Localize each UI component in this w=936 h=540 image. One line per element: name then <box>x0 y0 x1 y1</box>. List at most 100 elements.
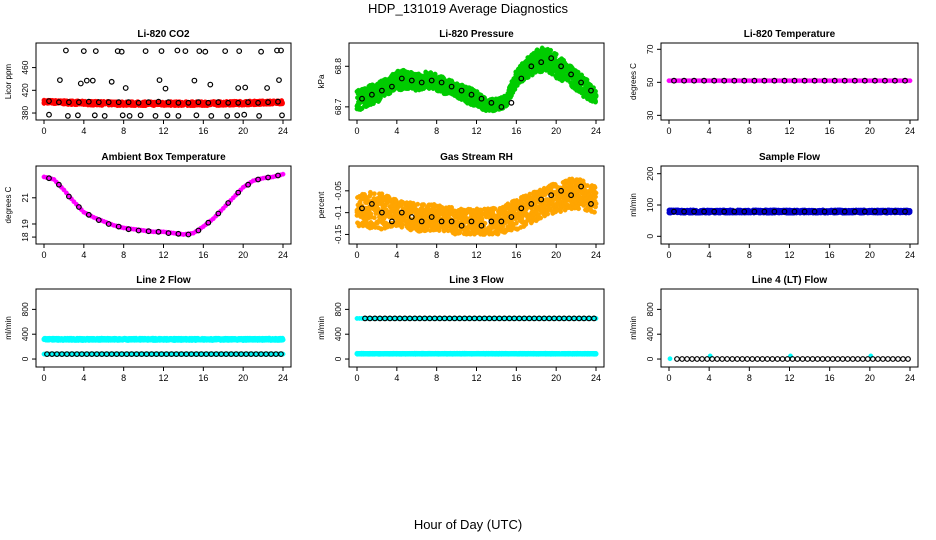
y-axis-label: Licor ppm <box>4 64 13 99</box>
data-point <box>264 85 271 91</box>
panel-title: Sample Flow <box>759 152 820 163</box>
data-point <box>193 112 200 119</box>
y-tick-label: 200 <box>645 166 655 180</box>
data-point <box>256 112 263 119</box>
x-tick-label: 4 <box>81 250 86 260</box>
x-tick-label: 16 <box>511 126 521 136</box>
y-axis-label: ml/min <box>629 193 638 217</box>
y-tick-label: 50 <box>645 77 655 87</box>
y-tick-label: 30 <box>645 110 655 120</box>
data-point <box>508 99 515 106</box>
data-point <box>399 222 405 228</box>
plot-frame <box>660 165 919 245</box>
data-point <box>89 77 96 84</box>
y-axis-label: percent <box>317 191 326 218</box>
y-tick-label: 19 <box>20 219 30 229</box>
panel-title: Li-820 CO2 <box>137 29 190 40</box>
data-point <box>202 48 209 55</box>
series-mid-spread <box>57 77 282 92</box>
data-point <box>436 228 442 233</box>
x-tick-label: 4 <box>707 126 712 136</box>
data-point <box>164 112 171 119</box>
y-tick-label: 68.8 <box>333 58 343 75</box>
y-tick-label: 380 <box>20 106 30 120</box>
data-point <box>234 112 241 119</box>
series-rh <box>354 176 599 237</box>
x-tick-label: 12 <box>471 250 481 260</box>
data-point <box>156 77 163 83</box>
x-tick-label: 16 <box>825 250 835 260</box>
data-point <box>222 48 229 54</box>
x-tick-label: 12 <box>158 126 168 136</box>
x-tick-label: 0 <box>666 250 671 260</box>
data-point <box>64 112 71 119</box>
data-point <box>593 190 599 196</box>
data-point <box>208 112 215 119</box>
data-point <box>593 88 598 94</box>
y-tick-label: 18 <box>20 232 30 242</box>
data-point <box>593 93 599 99</box>
x-tick-label: 20 <box>238 250 248 260</box>
data-point <box>235 85 242 91</box>
x-tick-label: 4 <box>394 250 399 260</box>
panel-title: Li-820 Pressure <box>439 29 514 40</box>
x-tick-label: 4 <box>81 126 86 136</box>
x-tick-label: 24 <box>591 126 601 136</box>
x-tick-label: 24 <box>278 250 288 260</box>
x-tick-label: 8 <box>434 250 439 260</box>
data-point <box>593 201 599 207</box>
y-tick-label: -0.1 <box>333 205 343 220</box>
data-point <box>241 111 248 118</box>
y-tick-label: 460 <box>20 60 30 74</box>
y-tick-label: 70 <box>645 44 655 54</box>
data-point <box>158 48 165 54</box>
x-tick-label: 0 <box>41 250 46 260</box>
data-point <box>126 112 133 119</box>
data-point <box>280 171 286 177</box>
series-hourly-mean <box>46 172 281 238</box>
series-upper-spread <box>63 47 284 55</box>
y-tick-label: 0 <box>645 234 655 239</box>
data-point <box>415 201 421 207</box>
data-point <box>91 112 98 119</box>
data-point <box>142 48 149 54</box>
data-point <box>592 209 597 215</box>
x-tick-label: 4 <box>394 126 399 136</box>
data-point <box>83 77 90 84</box>
data-point <box>553 51 559 57</box>
y-tick-label: -0.15 <box>333 224 343 244</box>
x-tick-label: 16 <box>825 126 835 136</box>
data-point <box>182 48 189 54</box>
x-tick-label: 12 <box>158 250 168 260</box>
data-point <box>576 206 581 212</box>
data-point <box>77 80 84 87</box>
x-tick-label: 20 <box>551 126 561 136</box>
y-tick-label: 100 <box>645 198 655 212</box>
data-point <box>174 47 181 54</box>
x-tick-label: 12 <box>471 126 481 136</box>
x-tick-label: 8 <box>747 126 752 136</box>
y-axis-label: degrees C <box>4 186 13 223</box>
data-point <box>92 48 99 54</box>
data-point <box>371 191 377 197</box>
data-point <box>907 78 913 84</box>
data-point <box>276 77 282 83</box>
data-point <box>162 85 169 92</box>
x-tick-label: 20 <box>551 250 561 260</box>
data-point <box>175 112 182 119</box>
data-point <box>545 211 551 217</box>
x-tick-label: 24 <box>278 126 288 136</box>
x-tick-label: 16 <box>511 250 521 260</box>
x-tick-label: 8 <box>121 126 126 136</box>
data-point <box>242 84 249 91</box>
data-point <box>371 215 377 221</box>
x-tick-label: 20 <box>865 126 875 136</box>
x-tick-label: 12 <box>784 126 794 136</box>
